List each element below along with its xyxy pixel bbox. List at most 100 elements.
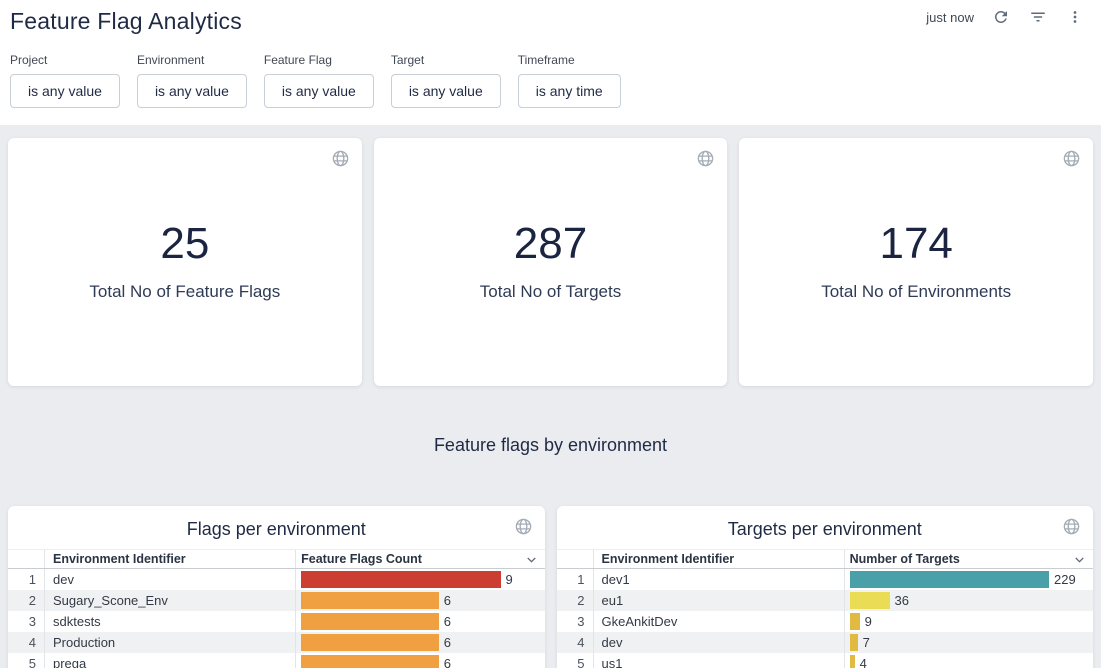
table-row[interactable]: 5 us1 4 <box>557 653 1094 668</box>
globe-icon[interactable] <box>1062 149 1081 168</box>
count-cell: 229 <box>845 569 1093 590</box>
row-number: 1 <box>557 569 594 590</box>
environment-identifier-cell: Sugary_Scone_Env <box>45 590 297 611</box>
table-row[interactable]: 4 Production 6 <box>8 632 545 653</box>
filter-project: Project is any value <box>10 53 120 108</box>
table-cards-row: Flags per environment Environment Identi… <box>8 506 1093 668</box>
bar-value: 229 <box>1054 572 1076 587</box>
stat-label: Total No of Targets <box>479 282 622 301</box>
section-title: Feature flags by environment <box>433 435 668 455</box>
filter-label: Environment <box>136 53 205 67</box>
bar-value: 6 <box>443 614 451 629</box>
bar-value: 6 <box>443 593 451 608</box>
table-body: 1 dev1 229 2 eu1 36 <box>556 569 1094 668</box>
refresh-button[interactable] <box>991 7 1011 27</box>
stat-label: Total No of Feature Flags <box>89 282 281 301</box>
filter-target: Target is any value <box>390 53 501 108</box>
column-header-label: Number of Targets <box>849 552 960 566</box>
count-cell: 6 <box>296 632 544 653</box>
count-cell: 9 <box>296 569 544 590</box>
stat-value: 287 <box>513 219 588 268</box>
row-number: 3 <box>8 611 45 632</box>
bar <box>301 571 501 588</box>
bar-value: 9 <box>864 614 872 629</box>
dashboard-filters-button[interactable] <box>1028 7 1048 27</box>
bar-value: 4 <box>859 656 867 668</box>
dashboard-body: 25 Total No of Feature Flags 287 Total N… <box>0 125 1101 668</box>
count-cell: 7 <box>845 632 1093 653</box>
stat-card-environments: 174 Total No of Environments <box>739 138 1094 386</box>
bar <box>849 655 855 668</box>
count-cell: 6 <box>296 590 544 611</box>
column-header-label: Feature Flags Count <box>301 552 422 566</box>
column-header-number-of-targets[interactable]: Number of Targets <box>845 550 1093 568</box>
row-number: 4 <box>8 632 45 653</box>
table-row[interactable]: 5 prega 6 <box>8 653 545 668</box>
row-number-header <box>8 550 45 568</box>
column-header-environment-identifier[interactable]: Environment Identifier <box>45 550 297 568</box>
table-row[interactable]: 1 dev 9 <box>8 569 545 590</box>
count-cell: 6 <box>296 653 544 668</box>
dashboard-topbar: Feature Flag Analytics just now Project … <box>0 0 1101 125</box>
table-row[interactable]: 1 dev1 229 <box>557 569 1094 590</box>
column-header-environment-identifier[interactable]: Environment Identifier <box>594 550 845 568</box>
targets-per-environment-card: Targets per environment Environment Iden… <box>556 506 1094 668</box>
filter-timeframe-button[interactable]: is any time <box>517 74 621 108</box>
filter-feature-flag-button[interactable]: is any value <box>263 74 374 108</box>
count-cell: 6 <box>296 611 544 632</box>
dashboard-more-menu-button[interactable] <box>1065 7 1085 27</box>
last-refresh-status: just now <box>926 9 974 25</box>
filter-list-icon <box>1029 8 1047 26</box>
refresh-icon <box>992 8 1010 26</box>
filter-target-button[interactable]: is any value <box>390 74 501 108</box>
bar-value: 36 <box>894 593 909 608</box>
environment-identifier-cell: eu1 <box>594 590 845 611</box>
table-card-title: Targets per environment <box>727 519 922 539</box>
globe-icon[interactable] <box>696 149 715 168</box>
filter-label: Timeframe <box>517 53 575 67</box>
chevron-down-icon[interactable] <box>1072 552 1087 567</box>
environment-identifier-cell: dev <box>594 632 845 653</box>
row-number: 4 <box>557 632 594 653</box>
environment-identifier-cell: dev <box>45 569 297 590</box>
bar <box>849 634 858 651</box>
table-row[interactable]: 3 GkeAnkitDev 9 <box>557 611 1094 632</box>
row-number: 2 <box>8 590 45 611</box>
stat-card-feature-flags: 25 Total No of Feature Flags <box>8 138 362 386</box>
table-row[interactable]: 2 eu1 36 <box>556 590 1093 611</box>
row-number: 3 <box>557 611 594 632</box>
table-row[interactable]: 3 sdktests 6 <box>8 611 545 632</box>
stat-value: 25 <box>160 219 210 268</box>
row-number: 5 <box>8 653 45 668</box>
flags-per-environment-card: Flags per environment Environment Identi… <box>8 506 545 668</box>
chevron-down-icon[interactable] <box>524 552 539 567</box>
environment-identifier-cell: Production <box>45 632 297 653</box>
filter-project-button[interactable]: is any value <box>10 74 120 108</box>
column-header-feature-flags-count[interactable]: Feature Flags Count <box>296 550 544 568</box>
environment-identifier-cell: GkeAnkitDev <box>594 611 845 632</box>
table-card-title: Flags per environment <box>186 519 366 539</box>
bar <box>301 613 439 630</box>
environment-identifier-cell: prega <box>45 653 297 668</box>
filter-label: Project <box>10 53 48 67</box>
filter-environment-button[interactable]: is any value <box>136 74 247 108</box>
table-row[interactable]: 4 dev 7 <box>556 632 1093 653</box>
filter-feature-flag: Feature Flag is any value <box>263 53 374 108</box>
bar <box>301 655 439 668</box>
filter-label: Feature Flag <box>263 53 332 67</box>
bar <box>849 571 1049 588</box>
bar <box>301 634 439 651</box>
globe-icon[interactable] <box>1062 517 1081 536</box>
table-row[interactable]: 2 Sugary_Scone_Env 6 <box>8 590 545 611</box>
bar <box>849 592 890 609</box>
environment-identifier-cell: us1 <box>594 653 845 668</box>
globe-icon[interactable] <box>514 517 533 536</box>
globe-icon[interactable] <box>331 149 350 168</box>
topbar-actions: just now <box>926 7 1085 27</box>
kebab-menu-icon <box>1066 8 1084 26</box>
row-number: 2 <box>557 590 594 611</box>
table-body: 1 dev 9 2 Sugary_Scone_Env 6 <box>8 569 545 668</box>
stat-card-targets: 287 Total No of Targets <box>373 138 728 386</box>
count-cell: 4 <box>845 653 1093 668</box>
filter-timeframe: Timeframe is any time <box>517 53 621 108</box>
